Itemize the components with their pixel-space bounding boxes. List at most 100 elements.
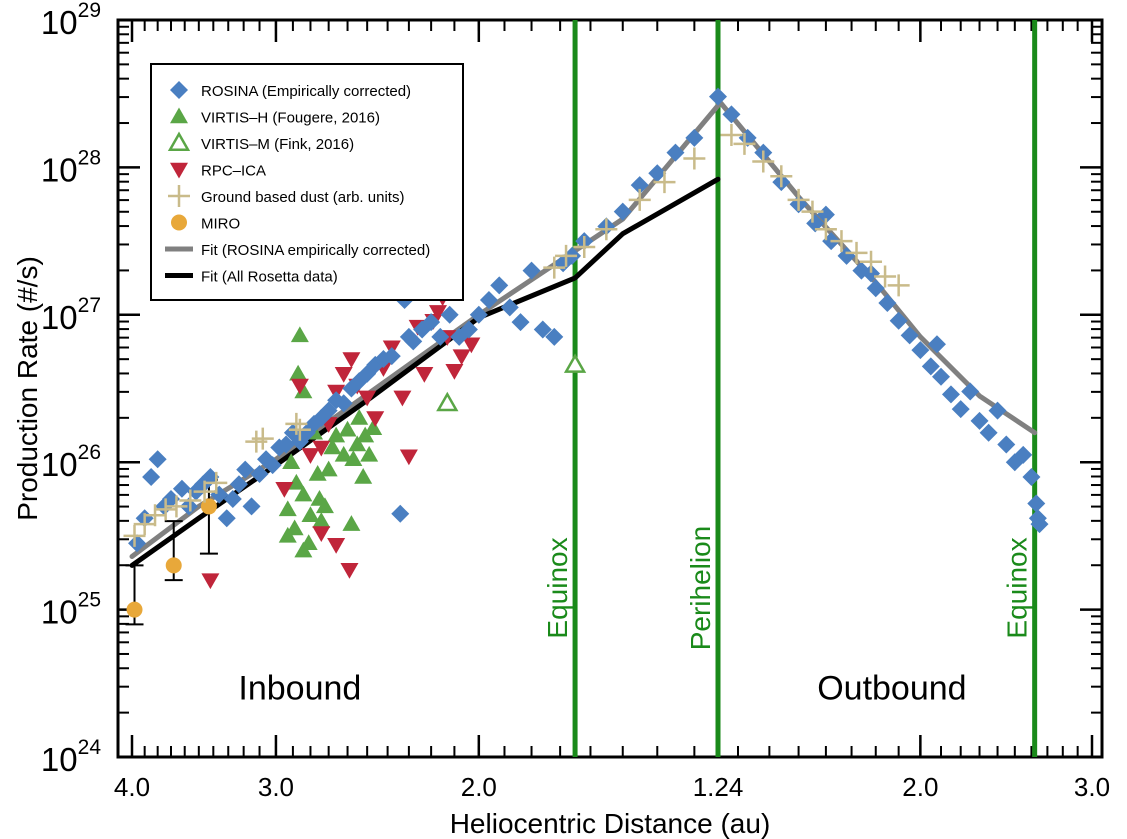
legend-label: ROSINA (Empirically corrected) [201, 83, 411, 100]
point-ground-based-dust-arb-units [733, 132, 756, 155]
point-rosina-empirically-corrected [816, 205, 835, 224]
y-tick-label: 1024 [41, 736, 101, 778]
point-virtis-h-fougere-2016 [289, 364, 308, 381]
point-rosina-empirically-corrected [932, 367, 951, 386]
chart-text: 1024 1025 1026 1027 1028 1029 4.0 3.0 2.0 1.24 2.0… [12, 0, 1110, 839]
point-virtis-h-fougere-2016 [319, 460, 338, 477]
point-rosina-empirically-corrected [223, 490, 242, 509]
point-rpc-ica [366, 411, 385, 427]
point-virtis-h-fougere-2016 [364, 419, 383, 436]
point-ground-based-dust-arb-units [595, 218, 618, 241]
point-virtis-m-fink-2016 [563, 353, 587, 373]
point-ground-based-dust-arb-units [653, 171, 676, 194]
point-rpc-ica [428, 305, 447, 321]
point-rosina-empirically-corrected [210, 485, 229, 504]
point-rosina-empirically-corrected [391, 504, 410, 523]
point-rosina-empirically-corrected [522, 261, 541, 280]
legend-label: Ground based dust (arb. units) [201, 189, 404, 206]
point-rosina-empirically-corrected [927, 335, 946, 354]
point-virtis-h-fougere-2016 [354, 467, 373, 484]
legend-box [150, 63, 464, 301]
point-ground-based-dust-arb-units [801, 200, 824, 223]
point-virtis-h-fougere-2016 [287, 473, 306, 490]
point-rosina-empirically-corrected [511, 313, 530, 332]
point-rpc-ica [358, 390, 377, 407]
legend-marker [171, 214, 187, 231]
x-tick-label: 3.0 [1074, 772, 1110, 802]
point-rpc-ica [275, 481, 294, 498]
point-ground-based-dust-arb-units [154, 498, 177, 521]
point-ground-based-dust-arb-units [144, 504, 167, 527]
point-rosina-empirically-corrected [979, 423, 998, 442]
legend-label: MIRO [201, 216, 240, 233]
point-virtis-h-fougere-2016 [344, 450, 363, 467]
legend: ROSINA (Empirically corrected) VIRTIS–H (… [150, 63, 464, 301]
point-rosina-empirically-corrected [179, 497, 198, 516]
legend-marker [167, 131, 191, 151]
point-rosina-empirically-corrected [263, 456, 282, 475]
legend-marker [170, 107, 188, 124]
vertical-line-label: Perihelion [685, 526, 716, 651]
point-rpc-ica [452, 349, 471, 366]
point-ground-based-dust-arb-units [285, 412, 308, 435]
point-ground-based-dust-arb-units [830, 230, 853, 253]
point-ground-based-dust-arb-units [887, 274, 910, 297]
y-tick-label: 1025 [41, 589, 101, 631]
point-rpc-ica [393, 390, 412, 407]
point-virtis-h-fougere-2016 [360, 445, 379, 462]
point-ground-based-dust-arb-units [251, 427, 274, 450]
point-ground-based-dust-arb-units [123, 524, 146, 547]
point-virtis-h-fougere-2016 [294, 541, 313, 558]
y-tick-label: 1028 [41, 146, 101, 188]
point-virtis-h-fougere-2016 [290, 326, 309, 343]
legend-label: RPC–ICA [201, 163, 266, 180]
point-rosina-empirically-corrected [1022, 467, 1041, 486]
point-rosina-empirically-corrected [941, 385, 960, 404]
point-rosina-empirically-corrected [889, 311, 908, 330]
point-rosina-empirically-corrected [242, 497, 261, 516]
point-rosina-empirically-corrected [866, 279, 885, 298]
data-points [123, 87, 1049, 626]
axis-ticks [118, 18, 1102, 759]
point-rosina-empirically-corrected [128, 534, 147, 553]
point-rosina-empirically-corrected [911, 341, 930, 360]
x-axis-title: Heliocentric Distance (au) [450, 808, 771, 839]
region-label: Outbound [817, 670, 966, 708]
point-rosina-empirically-corrected [900, 326, 919, 345]
point-rpc-ica [415, 367, 434, 383]
point-virtis-h-fougere-2016 [323, 438, 342, 455]
point-miro [165, 557, 182, 574]
x-tick-label: 2.0 [902, 772, 938, 802]
point-rosina-empirically-corrected [172, 479, 191, 498]
point-virtis-h-fougere-2016 [294, 485, 313, 502]
point-ground-based-dust-arb-units [752, 150, 775, 173]
point-rosina-empirically-corrected [404, 332, 423, 351]
point-rpc-ica [327, 537, 346, 554]
y-axis-title: Production Rate (#/s) [12, 256, 43, 521]
point-rosina-empirically-corrected [951, 400, 970, 419]
point-rpc-ica [301, 448, 320, 464]
y-tick-label: 1029 [41, 0, 101, 41]
point-virtis-h-fougere-2016 [278, 526, 297, 543]
point-rosina-empirically-corrected [1030, 515, 1049, 534]
point-rosina-empirically-corrected [229, 475, 248, 494]
point-rosina-empirically-corrected [970, 411, 989, 430]
vertical-line-label: Equinox [542, 537, 573, 638]
plot-frame [116, 18, 1104, 759]
point-rosina-empirically-corrected [648, 164, 667, 183]
legend-marker [170, 81, 188, 99]
point-ground-based-dust-arb-units [193, 480, 216, 503]
point-ground-based-dust-arb-units [573, 235, 596, 258]
legend-marker [168, 185, 190, 207]
legend-label: Fit (ROSINA empirically corrected) [201, 242, 430, 259]
y-tick-label: 1026 [41, 441, 101, 483]
region-label: Inbound [238, 670, 361, 708]
point-virtis-h-fougere-2016 [315, 497, 334, 514]
point-rpc-ica [312, 440, 331, 457]
point-rosina-empirically-corrected [997, 435, 1016, 454]
y-tick-label: 1027 [41, 294, 101, 336]
point-ground-based-dust-arb-units [814, 218, 837, 241]
point-rosina-empirically-corrected [422, 313, 441, 332]
point-virtis-h-fougere-2016 [334, 445, 353, 462]
